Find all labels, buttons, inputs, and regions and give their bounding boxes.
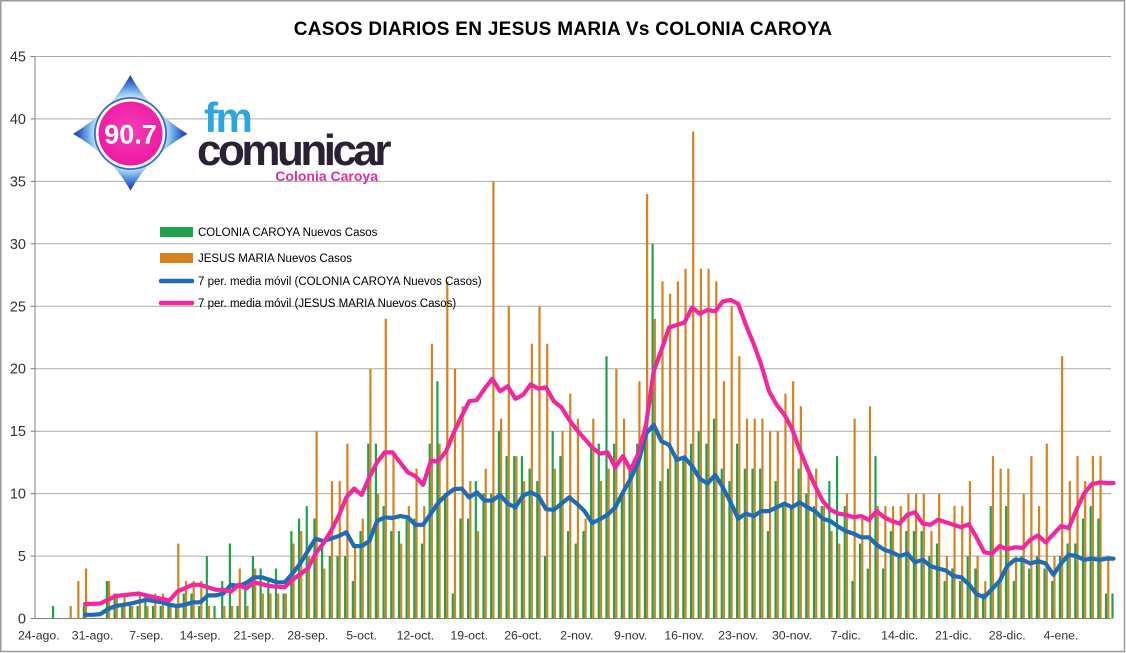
svg-text:35: 35: [10, 174, 26, 190]
svg-text:16-nov.: 16-nov.: [664, 629, 704, 643]
svg-text:CASOS DIARIOS EN JESUS MARIA V: CASOS DIARIOS EN JESUS MARIA Vs COLONIA …: [294, 19, 833, 40]
svg-text:24-ago.: 24-ago.: [18, 629, 60, 643]
svg-text:30-nov.: 30-nov.: [772, 629, 812, 643]
svg-text:JESUS MARIA Nuevos Casos: JESUS MARIA Nuevos Casos: [198, 253, 352, 265]
svg-text:2-nov.: 2-nov.: [560, 629, 593, 643]
svg-text:5: 5: [18, 549, 26, 565]
svg-text:12-oct.: 12-oct.: [397, 629, 435, 643]
svg-text:7 per. media móvil (COLONIA CA: 7 per. media móvil (COLONIA CAROYA Nuevo…: [198, 276, 482, 288]
svg-text:21-dic.: 21-dic.: [935, 629, 972, 643]
svg-text:comunicar: comunicar: [197, 126, 391, 175]
svg-text:7-sep.: 7-sep.: [129, 629, 163, 643]
svg-text:25: 25: [10, 299, 26, 315]
svg-text:15: 15: [10, 424, 26, 440]
svg-text:COLONIA CAROYA Nuevos Casos: COLONIA CAROYA Nuevos Casos: [198, 227, 378, 239]
svg-text:0: 0: [18, 612, 26, 628]
svg-text:40: 40: [10, 112, 26, 128]
svg-text:Colonia Caroya: Colonia Caroya: [275, 168, 378, 184]
svg-text:4-ene.: 4-ene.: [1044, 629, 1079, 643]
svg-text:31-ago.: 31-ago.: [72, 629, 114, 643]
svg-text:5-oct.: 5-oct.: [346, 629, 377, 643]
svg-text:26-oct.: 26-oct.: [504, 629, 542, 643]
svg-text:19-oct.: 19-oct.: [450, 629, 488, 643]
svg-text:28-dic.: 28-dic.: [989, 629, 1026, 643]
svg-text:7 per. media móvil (JESUS MARI: 7 per. media móvil (JESUS MARIA Nuevos C…: [198, 298, 456, 310]
svg-text:14-dic.: 14-dic.: [881, 629, 918, 643]
svg-text:45: 45: [10, 50, 26, 66]
svg-text:23-nov.: 23-nov.: [718, 629, 758, 643]
svg-text:7-dic.: 7-dic.: [831, 629, 861, 643]
svg-text:9-nov.: 9-nov.: [614, 629, 647, 643]
svg-text:21-sep.: 21-sep.: [233, 629, 274, 643]
svg-text:28-sep.: 28-sep.: [287, 629, 328, 643]
svg-text:90.7: 90.7: [104, 120, 157, 150]
svg-text:20: 20: [10, 362, 26, 378]
svg-text:14-sep.: 14-sep.: [180, 629, 221, 643]
svg-text:10: 10: [10, 487, 26, 503]
svg-text:30: 30: [10, 237, 26, 253]
svg-text:fm: fm: [204, 94, 250, 141]
